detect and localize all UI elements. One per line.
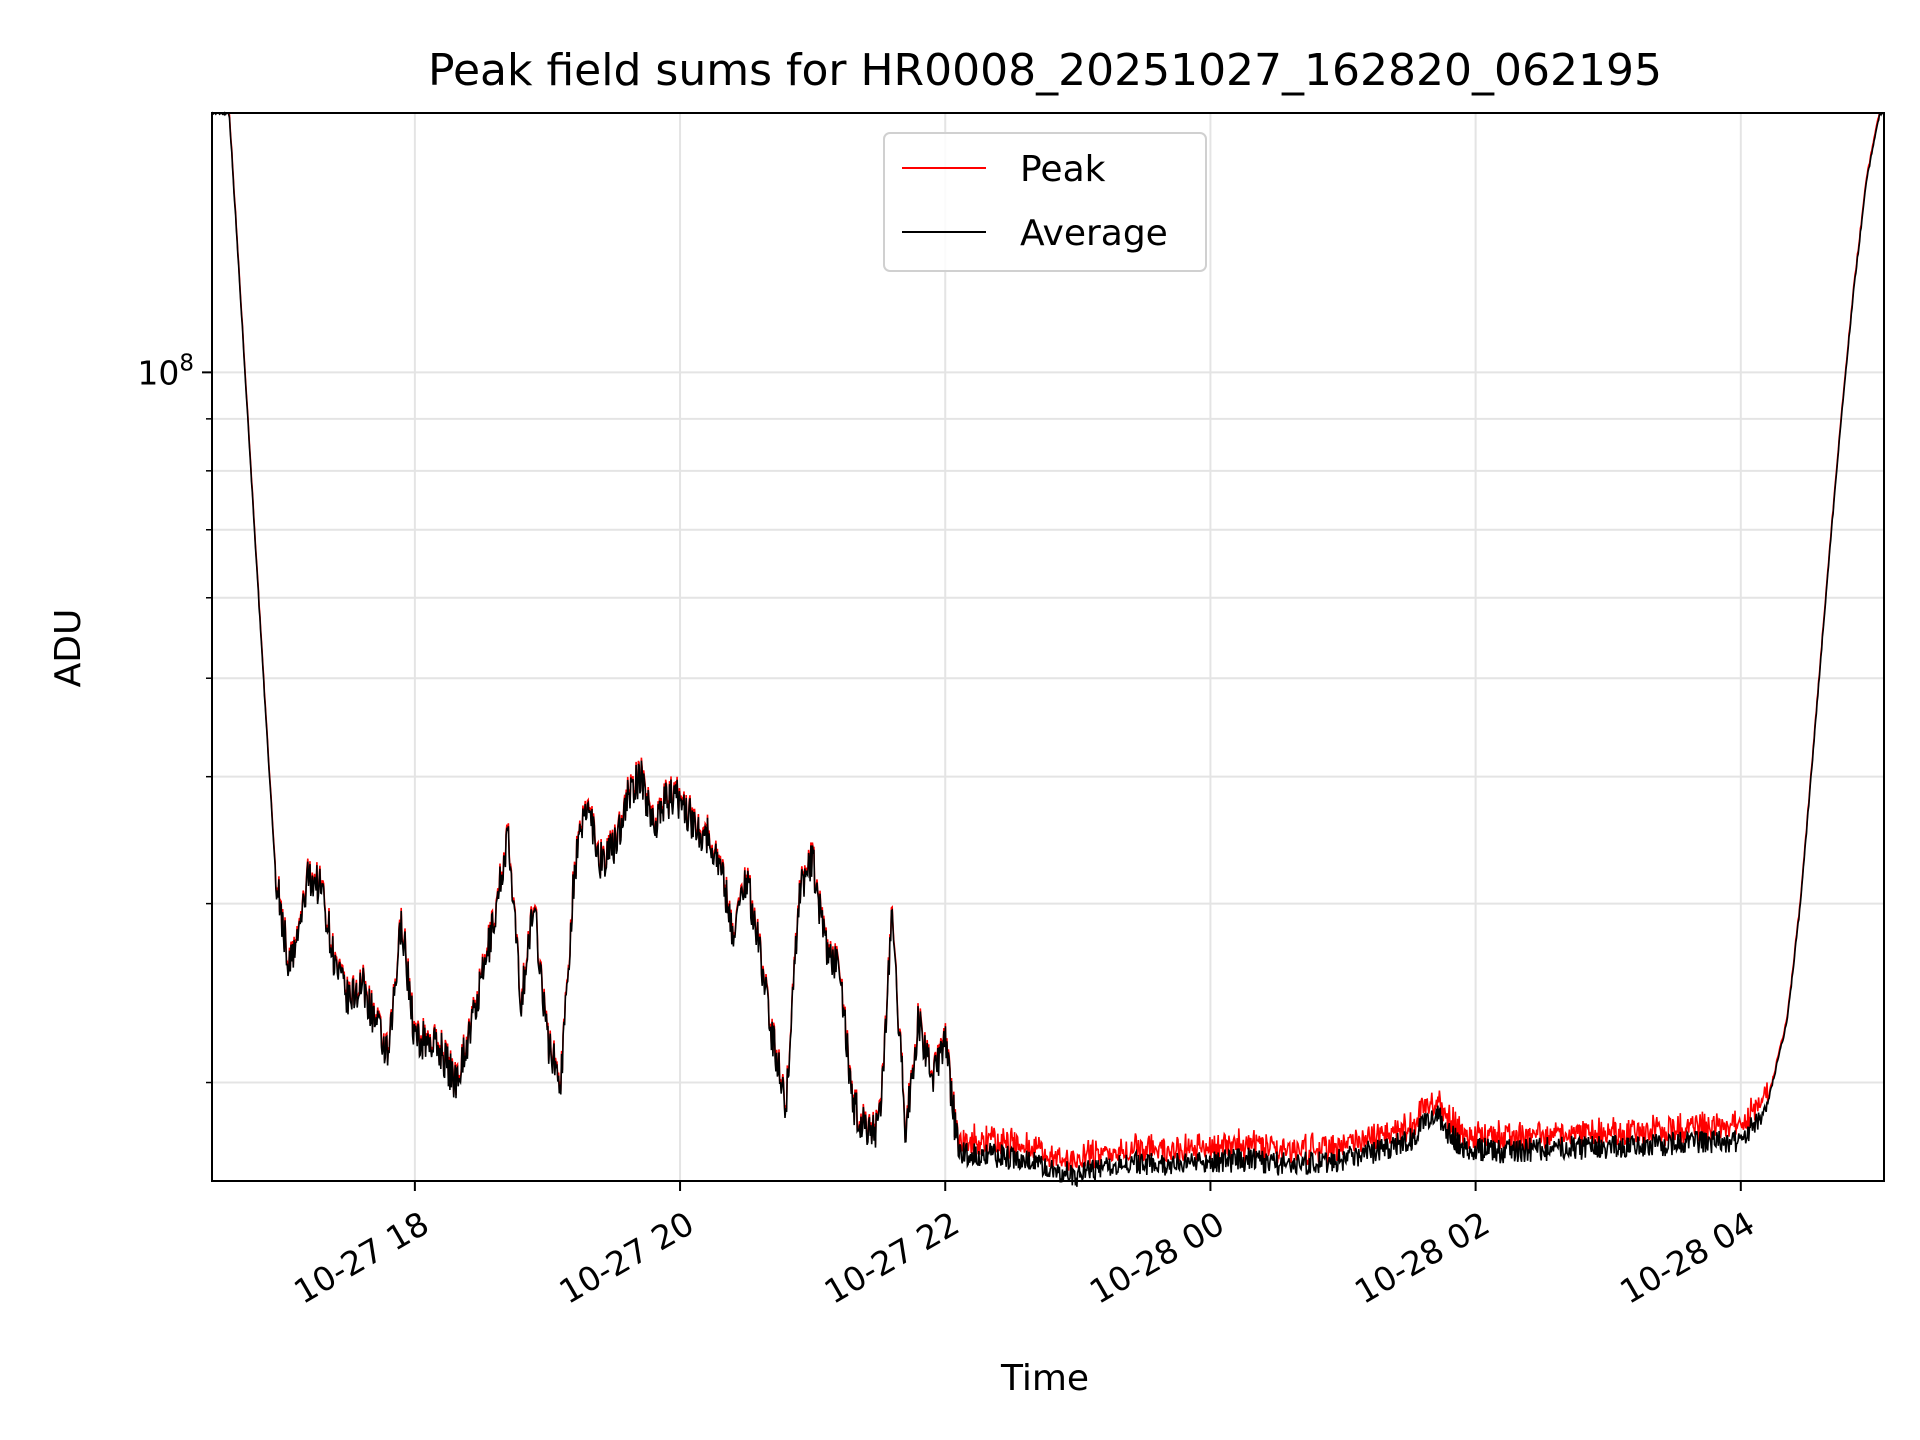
x-axis-label: Time [1000,1358,1089,1399]
plot-frame [211,112,1885,1182]
series-line-average [211,111,1885,1187]
y-tick-label-exponent: 8 [179,350,194,376]
legend-label-average: Average [1020,213,1168,254]
legend-label-peak: Peak [1020,149,1106,190]
series-layer [211,111,1885,1187]
grid-layer [212,113,1884,1181]
y-axis-label: ADU [48,609,89,688]
chart-title: Peak field sums for HR0008_20251027_1628… [428,45,1662,96]
legend: Peak Average [883,132,1207,272]
